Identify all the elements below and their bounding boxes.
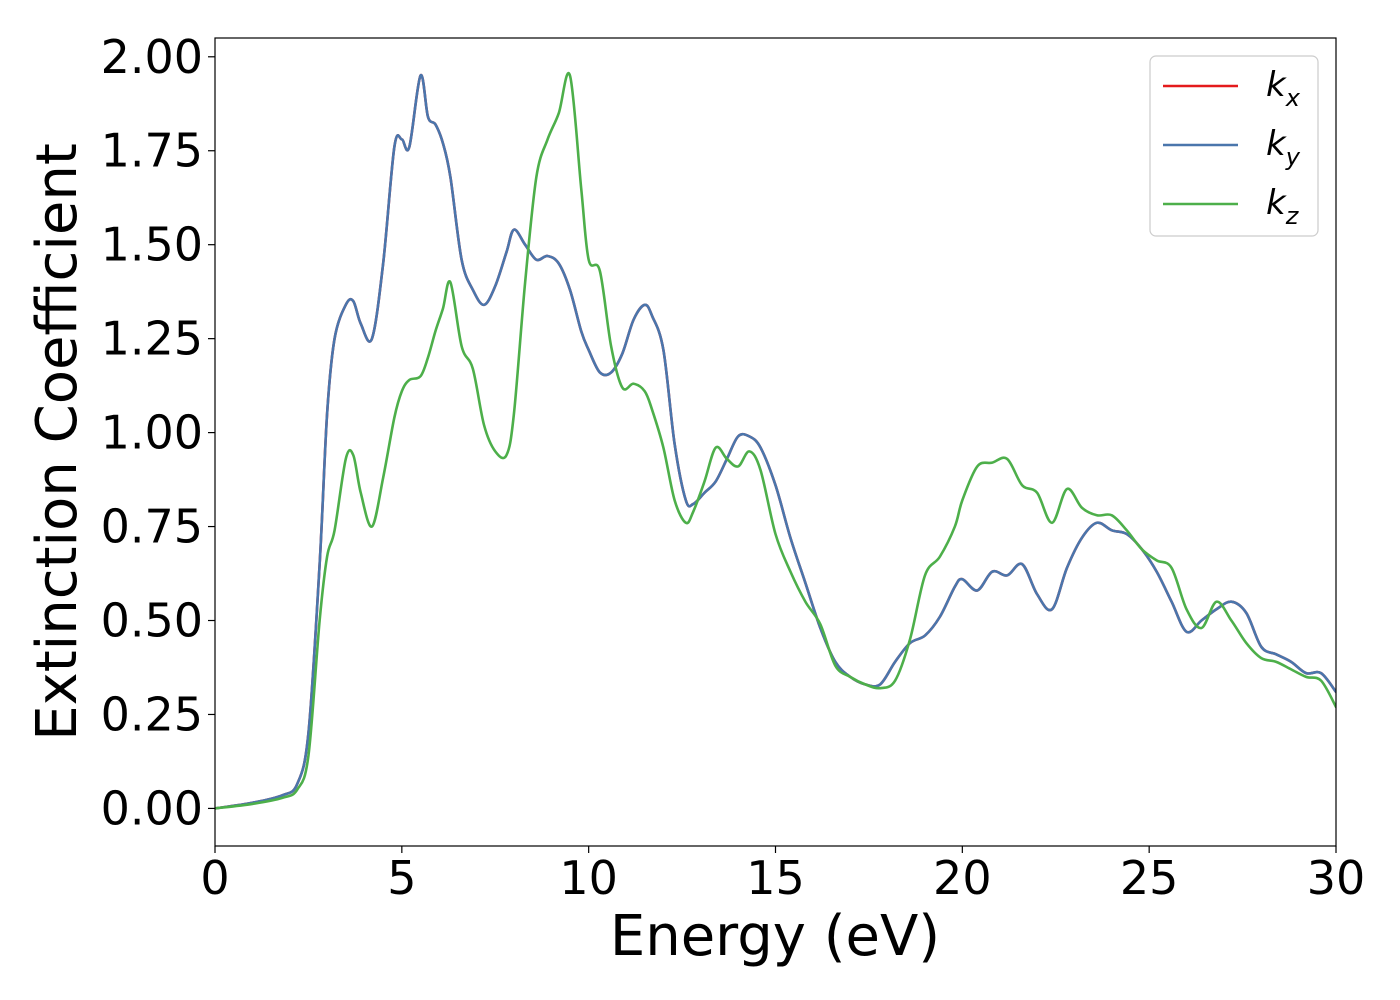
- legend-label-subscript: z: [1285, 202, 1300, 230]
- y-axis-label: Extinction Coefficient: [25, 143, 90, 741]
- x-tick-label: 10: [559, 851, 618, 905]
- y-tick-label: 0.50: [101, 594, 203, 648]
- y-tick-label: 0.00: [101, 781, 203, 835]
- legend-label-kx: kx: [1266, 65, 1301, 112]
- legend-label-subscript: y: [1285, 143, 1301, 171]
- x-tick-label: 20: [933, 851, 992, 905]
- y-tick-label: 0.75: [101, 500, 203, 554]
- x-tick-label: 15: [746, 851, 805, 905]
- plot-area: [214, 37, 1337, 847]
- y-tick-label: 1.25: [101, 312, 203, 366]
- y-tick-label: 1.50: [101, 218, 203, 272]
- legend-label-ky: ky: [1266, 124, 1301, 171]
- legend-label-subscript: x: [1285, 84, 1301, 112]
- y-tick-label: 0.25: [101, 687, 203, 741]
- series-line-ky: [215, 74, 1336, 810]
- legend-label-base: k: [1266, 124, 1287, 164]
- y-tick-label: 1.00: [101, 406, 203, 460]
- y-axis-ticks: 0.00 0.25 0.50 0.75 1.00 1.25 1.50 1.75 2.00: [101, 30, 215, 835]
- legend-label-kz: kz: [1266, 183, 1300, 230]
- x-tick-label: 30: [1307, 851, 1366, 905]
- y-tick-label: 1.75: [101, 124, 203, 178]
- series-layer: [215, 71, 1336, 810]
- legend-label-base: k: [1266, 183, 1287, 223]
- legend-label-base: k: [1266, 65, 1287, 105]
- x-axis-ticks: 0 5 10 15 20 25 30: [200, 846, 1365, 905]
- x-tick-label: 25: [1120, 851, 1179, 905]
- series-line-kz: [215, 71, 1336, 810]
- x-axis-label: Energy (eV): [610, 904, 940, 969]
- x-tick-label: 5: [387, 851, 416, 905]
- x-tick-label: 0: [200, 851, 229, 905]
- y-tick-label: 2.00: [101, 30, 203, 84]
